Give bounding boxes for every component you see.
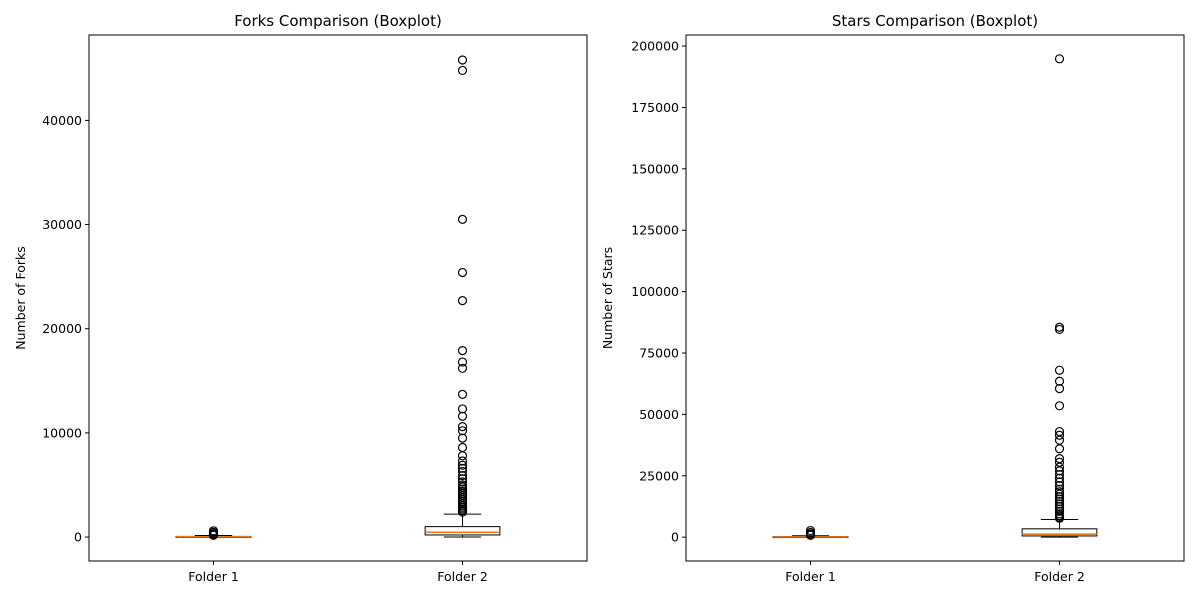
outlier-point [1054,496,1065,507]
outlier-point [1054,54,1065,64]
forks-x-tick-label: Folder 1 [188,569,239,584]
stars-chart-title: Stars Comparison (Boxplot) [832,12,1038,30]
stars-y-ticks: 0 25000 50000 75000 100000 125000 150000 175000… [631,39,686,545]
iqr-box [1021,528,1098,537]
forks-x-tick-label: Folder 2 [437,569,488,584]
outlier-point [805,530,816,540]
outlier-point [1054,435,1065,445]
outlier-point [1054,384,1065,394]
stars-x-tick-label: Folder 1 [785,569,836,584]
forks-y-axis-label: Number of Forks [13,246,28,350]
outlier-point [457,357,468,367]
forks-y-tick-label: 30000 [42,217,82,232]
stars-box-1 [772,525,849,540]
outlier-point [1054,499,1065,509]
outlier-point [457,389,468,399]
outlier-point [1054,501,1065,512]
outlier-point [1054,484,1065,494]
stars-y-tick-label: 125000 [631,223,679,238]
outlier-point [1054,506,1065,516]
forks-y-tick-label: 20000 [42,321,82,336]
outlier-point [457,346,468,356]
forks-boxes [175,55,501,540]
forks-chart-title: Forks Comparison (Boxplot) [234,12,442,30]
outlier-point [1054,324,1065,335]
outlier-point [1054,513,1065,523]
forks-plot-frame [88,34,588,562]
forks-y-tick-label: 10000 [42,425,82,440]
outlier-point [457,477,468,487]
forks-box-2 [424,55,501,538]
outlier-point [1054,466,1065,476]
outlier-point [457,411,468,421]
forks-x-ticks: Folder 1 Folder 2 [188,561,488,584]
stars-y-tick-label: 150000 [631,161,679,176]
outlier-point [457,296,468,306]
stars-x-ticks: Folder 1 Folder 2 [785,561,1085,584]
outlier-point [457,466,468,477]
stars-x-tick-label: Folder 2 [1034,569,1085,584]
outlier-point [457,451,468,461]
stars-plot-frame [685,34,1185,562]
forks-y-tick-label: 0 [74,530,82,545]
outlier-point [1054,444,1065,454]
outlier-point [457,65,468,76]
forks-box-1 [175,526,252,540]
outlier-point [208,530,219,540]
stars-y-axis-label: Number of Stars [600,247,615,349]
forks-y-ticks: 0 10000 20000 30000 40000 [42,113,89,545]
outlier-point [457,460,468,470]
outlier-point [1054,469,1065,480]
outlier-point [457,363,468,373]
stars-panel: Stars Comparison (Boxplot) Number of Sta… [600,12,1185,584]
outlier-point [457,426,468,436]
outlier-point [457,404,468,414]
stars-y-tick-label: 50000 [639,407,679,422]
outlier-point [457,456,468,466]
outlier-point [1054,401,1065,411]
outlier-point [457,507,468,517]
outlier-point [1054,489,1065,499]
stars-boxes [772,54,1098,540]
outlier-point [1054,494,1065,504]
stars-y-tick-label: 75000 [639,346,679,361]
outlier-point [457,422,468,432]
forks-panel: Forks Comparison (Boxplot) Number of For… [13,12,588,584]
outlier-point [1054,487,1065,497]
outlier-point [1054,477,1065,487]
iqr-box [424,526,501,536]
outlier-point [1054,376,1065,386]
stars-y-tick-label: 200000 [631,39,679,54]
outlier-point [1054,473,1065,483]
outlier-point [1054,492,1065,502]
forks-y-tick-label: 40000 [42,113,82,128]
stars-box-2 [1021,54,1098,538]
stars-y-tick-label: 100000 [631,284,679,299]
stars-y-tick-label: 25000 [639,468,679,483]
stars-y-tick-label: 175000 [631,100,679,115]
outlier-point [1054,430,1065,440]
outlier-point [457,55,468,65]
outlier-point [457,470,468,481]
outlier-point [457,433,468,443]
outlier-point [457,442,468,453]
outlier-point [1054,365,1065,375]
outlier-point [457,267,468,278]
stars-y-tick-label: 0 [671,530,679,545]
outlier-point [457,463,468,473]
outlier-point [1054,462,1065,472]
outlier-point [457,214,468,224]
